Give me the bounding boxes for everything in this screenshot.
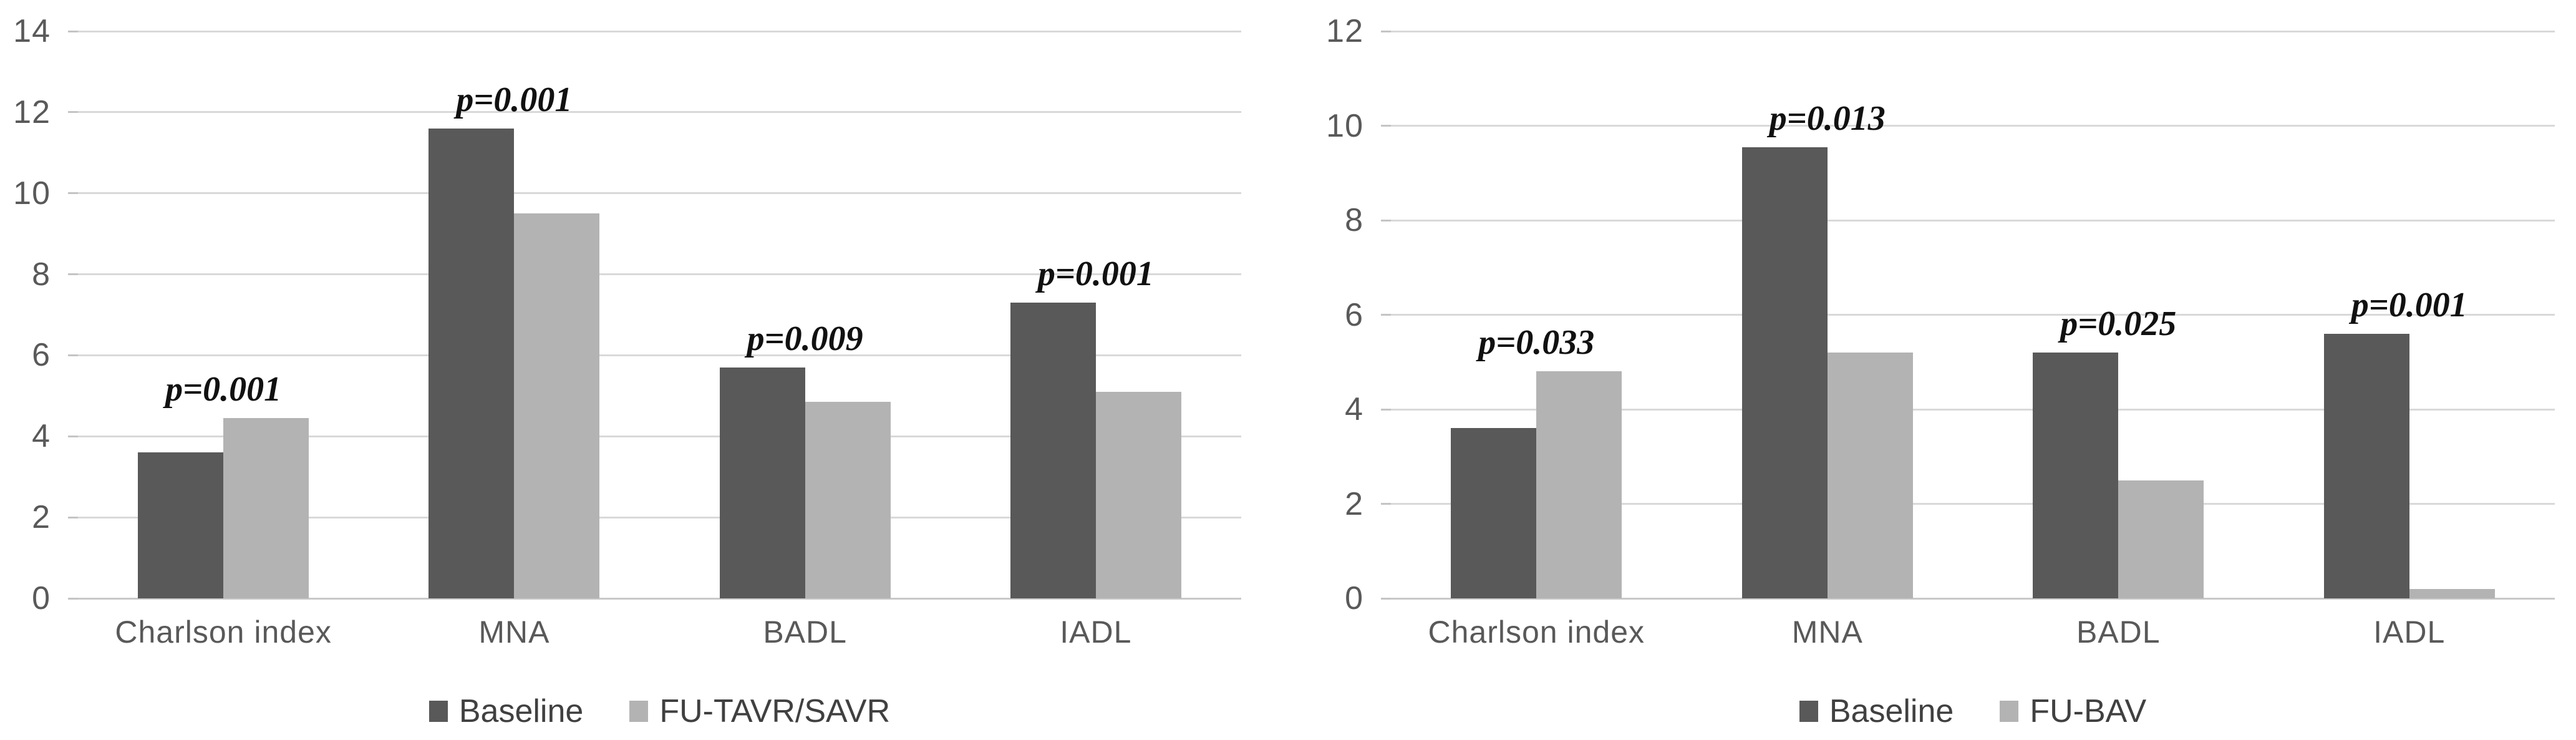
gridline-y-4 [78,435,1241,437]
y-axis-tick-label: 4 [1345,391,1363,427]
y-axis-tick-label: 10 [13,175,51,212]
axis-tick-mark [1381,408,1391,411]
p-value-label-iadl: p=0.001 [1037,255,1154,294]
bar-followup-mna [514,213,600,598]
axis-tick-mark [1381,125,1391,127]
p-value-label-badl: p=0.009 [747,319,863,358]
bar-baseline-badl [719,367,805,598]
y-axis-tick-label: 2 [1345,485,1363,522]
p-value-label-mna: p=0.001 [456,80,573,119]
axis-tick-mark [68,516,78,518]
bar-followup-iadl [2409,588,2495,598]
y-axis-tick-label: 0 [32,580,51,616]
y-axis-tick-label: 8 [32,256,51,293]
axis-tick-mark [1381,314,1391,316]
axis-tick-mark [1381,597,1391,600]
legend-swatch-followup [629,701,649,722]
gridline-y-12 [1391,30,2555,32]
gridline-y-0 [1391,597,2555,600]
x-category-label-mna: MNA [478,615,550,650]
bar-followup-charlson-index [223,418,309,598]
y-axis-tick-label: 6 [1345,296,1363,333]
p-value-label-mna: p=0.013 [1769,99,1886,138]
x-category-label-iadl: IADL [1060,615,1132,650]
bar-followup-charlson-index [1536,371,1622,598]
bar-baseline-mna [1741,147,1828,598]
p-value-label-charlson-index: p=0.033 [1478,323,1595,363]
legend-label: FU-TAVR/SAVR [659,693,891,729]
bar-followup-badl [805,402,891,598]
gridline-y-6 [78,354,1241,356]
p-value-label-iadl: p=0.001 [2351,285,2467,324]
axis-tick-mark [68,111,78,114]
legend-label: FU-BAV [2030,693,2147,729]
legend-label: Baseline [458,693,584,729]
gridline-y-4 [1391,408,2555,411]
legend-item-followup: FU-BAV [2000,693,2146,730]
y-axis-tick-label: 0 [1345,580,1363,616]
y-axis-tick-label: 2 [32,499,51,536]
y-axis-tick-label: 6 [32,337,51,374]
axis-tick-mark [68,273,78,276]
x-category-label-charlson-index: Charlson index [115,615,332,650]
legend-swatch-baseline [429,701,448,722]
y-axis-tick-label: 12 [1326,13,1363,49]
axis-tick-mark [1381,503,1391,505]
x-category-label-mna: MNA [1791,615,1863,650]
x-category-label-badl: BADL [763,615,847,650]
bar-followup-iadl [1095,391,1181,598]
y-axis-tick-label: 4 [32,418,51,455]
axis-tick-mark [68,30,78,32]
legend-swatch-followup [2000,701,2019,722]
bar-followup-badl [2118,480,2204,598]
x-category-label-badl: BADL [2076,615,2161,650]
gridline-y-2 [78,516,1241,518]
left-chart-panel-fu-tavr-savr: 0 2 4 6 8 10 12 14 p=0.001 Charlson index p=0.001 M… [13,13,1241,731]
axis-tick-mark [68,435,78,437]
gridline-y-2 [1391,503,2555,505]
bar-baseline-charlson-index [138,452,224,598]
x-category-label-iadl: IADL [2373,615,2446,650]
axis-tick-mark [1381,219,1391,222]
gridline-y-10 [78,192,1241,195]
x-category-label-charlson-index: Charlson index [1428,615,1645,650]
bar-baseline-iadl [2323,333,2409,598]
gridline-y-8 [78,273,1241,276]
bar-baseline-badl [2033,353,2119,598]
bar-followup-mna [1827,353,1913,598]
gridline-y-8 [1391,219,2555,222]
y-axis-tick-label: 12 [13,94,51,130]
p-value-label-badl: p=0.025 [2060,304,2177,344]
p-value-label-charlson-index: p=0.001 [165,370,282,409]
y-axis-tick-label: 14 [13,13,51,49]
bar-baseline-charlson-index [1451,428,1537,598]
y-axis-tick-label: 10 [1326,107,1363,144]
gridline-y-10 [1391,125,2555,127]
right-chart-panel-fu-bav: 0 2 4 6 8 10 12 p=0.033 Charlson index p=0.013 MNA… [1288,0,2576,740]
legend: Baseline FU-TAVR/SAVR [78,691,1241,731]
bar-baseline-iadl [1010,303,1096,598]
axis-tick-mark [68,192,78,195]
legend-item-followup: FU-TAVR/SAVR [629,693,890,730]
legend-item-baseline: Baseline [1799,693,1954,730]
y-axis-tick-label: 8 [1345,202,1363,238]
bar-baseline-mna [429,128,515,598]
legend: Baseline FU-BAV [1391,691,2555,731]
gridline-y-6 [1391,314,2555,316]
legend-item-baseline: Baseline [429,693,583,730]
legend-label: Baseline [1829,693,1954,729]
axis-tick-mark [68,354,78,356]
legend-swatch-baseline [1799,701,1818,722]
gridline-y-0 [78,597,1241,600]
axis-tick-mark [68,597,78,600]
axis-tick-mark [1381,30,1391,32]
gridline-y-14 [78,30,1241,32]
gridline-y-12 [78,111,1241,114]
